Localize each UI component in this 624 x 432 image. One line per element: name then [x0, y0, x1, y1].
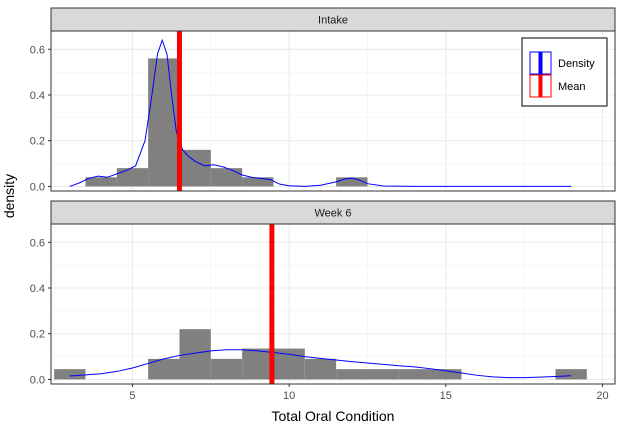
y-tick-label: 0.2 — [30, 136, 45, 148]
histogram-bar — [273, 348, 305, 380]
panel-background — [51, 31, 615, 191]
x-axis-title: Total Oral Condition — [272, 408, 395, 424]
x-tick-label: 20 — [596, 390, 608, 402]
y-tick-label: 0.2 — [30, 329, 45, 341]
y-tick-label: 0.0 — [30, 374, 45, 386]
panel-background — [51, 224, 615, 384]
panel-border — [50, 223, 616, 385]
y-tick-label: 0.0 — [30, 181, 45, 193]
histogram-bar — [242, 177, 274, 187]
strip-label: Intake — [318, 15, 348, 27]
histogram-bar — [148, 358, 180, 380]
histogram-bar — [242, 348, 274, 380]
y-axis-title: density — [1, 174, 17, 218]
histogram-bar — [336, 369, 368, 380]
y-tick-label: 0.6 — [30, 237, 45, 249]
strip-label: Week 6 — [314, 208, 351, 220]
x-tick-label: 5 — [129, 390, 135, 402]
y-tick-label: 0.6 — [30, 44, 45, 56]
histogram-bar — [85, 177, 117, 187]
legend: Density Mean — [521, 37, 608, 107]
x-tick-label: 15 — [440, 390, 452, 402]
y-tick-label: 0.4 — [30, 90, 45, 102]
histogram-bar — [179, 149, 211, 187]
panel-border — [50, 30, 616, 192]
histogram-bar — [336, 177, 368, 187]
histogram-bar — [148, 58, 180, 187]
panel-0: Intake 0.0 0.2 0.4 0.6 — [30, 7, 616, 193]
histogram-bar — [54, 369, 86, 380]
histogram-bar — [430, 369, 462, 380]
histogram-bar — [210, 168, 243, 187]
histogram-bar — [367, 369, 399, 380]
legend-label: Mean — [558, 81, 586, 93]
histogram-bar — [555, 369, 587, 380]
histogram-bar — [116, 168, 149, 187]
histogram-bar — [398, 369, 431, 380]
density-curve — [69, 38, 572, 187]
histogram-bar — [304, 358, 337, 380]
legend-label: Density — [558, 58, 595, 70]
y-tick-label: 0.4 — [30, 283, 45, 295]
panel-1: Week 6 0.0 0.2 0.4 0.6 — [30, 200, 616, 386]
x-tick-label: 10 — [283, 390, 295, 402]
histogram-bar — [210, 358, 243, 380]
density-curve — [69, 349, 572, 379]
